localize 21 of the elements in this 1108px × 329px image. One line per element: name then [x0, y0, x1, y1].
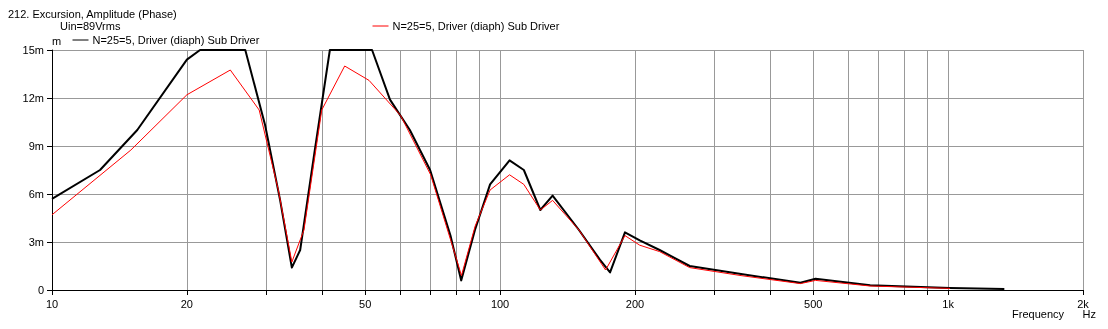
x-axis-title: Frequency	[1012, 307, 1065, 320]
text: Uin=89Vrms	[60, 19, 121, 32]
y-tick-label: 15m	[22, 44, 44, 56]
y-tick-label: 6m	[28, 188, 44, 200]
x-tick-label: 200	[625, 297, 645, 310]
y-tick-label: 12m	[22, 92, 44, 104]
y-tick-label: 3m	[28, 236, 44, 248]
y-tick-label: 0	[37, 284, 44, 296]
y-tick-label: 9m	[28, 140, 44, 152]
legend-label: N=25=5, Driver (diaph) Sub Driver	[392, 19, 560, 32]
x-tick-label: 500	[804, 297, 823, 310]
x-tick-label: 2k	[1077, 297, 1090, 310]
text: Hz	[1082, 307, 1097, 320]
chart-title: 212. Excursion, Amplitude (Phase)	[8, 7, 177, 20]
x-tick-label: 100	[490, 297, 510, 310]
legend-label: N=25=5, Driver (diaph) Sub Driver	[92, 33, 260, 46]
x-tick-label: 50	[359, 297, 372, 310]
x-tick-label: 10	[45, 297, 59, 310]
x-tick-label: 20	[180, 297, 193, 310]
y-axis-title: m	[52, 34, 62, 47]
x-tick-label: 1k	[942, 297, 955, 310]
